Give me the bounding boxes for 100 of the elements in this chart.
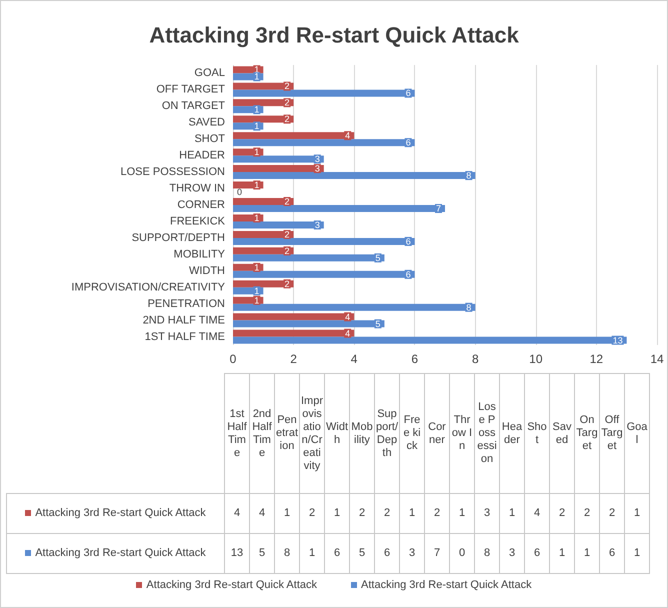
text: 3 (484, 507, 490, 519)
data-label: 4 (345, 130, 350, 141)
bar (233, 90, 415, 97)
text: 8 (284, 547, 290, 559)
text: 1 (458, 507, 466, 519)
text: Attacking 3rd Re-start Quick Attack (146, 579, 317, 591)
y-tick-label: THROW IN (169, 182, 226, 195)
data-label: 8 (466, 170, 472, 181)
x-tick-label: 2 (290, 352, 298, 366)
data-label: 1 (254, 104, 260, 115)
text: 2 (358, 507, 366, 519)
text: Mobility (350, 374, 374, 494)
bar (233, 304, 476, 311)
text: 4 (258, 507, 266, 519)
data-label: 2 (284, 246, 290, 256)
text: 5 (258, 547, 266, 559)
text: 3 (408, 547, 416, 559)
data-label: 2 (284, 114, 290, 124)
bar (233, 221, 324, 228)
text: 1 (634, 507, 640, 519)
text: Free kick (400, 374, 424, 494)
data-label: 1 (254, 180, 260, 190)
text: Shot (524, 374, 550, 494)
data-label: 2 (284, 98, 290, 108)
y-tick-label: ON TARGET (162, 100, 226, 112)
y-tick-label: MOBILITY (174, 248, 226, 260)
text: Attacking 3rd Re-start Quick Attack (361, 579, 532, 591)
bar (233, 313, 354, 320)
text: 2 (608, 507, 616, 519)
bar (233, 139, 415, 146)
text: 1 (508, 507, 516, 519)
y-tick-label: 2ND HALF TIME (142, 314, 225, 326)
y-tick-label: 1ST HALF TIME (144, 330, 225, 343)
data-label: 1 (254, 72, 260, 82)
text: 7 (434, 547, 440, 559)
y-tick-label: LOSE POSSESSION (120, 166, 226, 178)
text: Penetration (274, 374, 300, 494)
data-label: 2 (284, 278, 290, 289)
x-tick-label: 8 (472, 352, 479, 366)
text: 2 (384, 507, 390, 519)
text: 1st Half Time (224, 374, 250, 494)
text: Corner (424, 374, 450, 494)
text: 6 (334, 547, 340, 559)
chart-title: Attacking 3rd Re-start Quick Attack (149, 22, 520, 48)
text: 4 (234, 507, 240, 519)
text: Saved (550, 374, 574, 494)
bar (233, 165, 324, 172)
data-label: 2 (284, 229, 290, 240)
text: 1 (334, 507, 340, 519)
y-tick-label: PENETRATION (148, 298, 226, 310)
data-label: 6 (406, 88, 411, 98)
text: 1 (634, 547, 640, 559)
text: Support/Depth (374, 374, 400, 494)
text: 13 (230, 547, 244, 559)
x-tick-label: 0 (230, 352, 237, 366)
legend-label: Attacking 3rd Re-start Quick Attack (6, 534, 224, 574)
y-tick-label: HEADER (179, 150, 226, 162)
bar (233, 336, 627, 344)
data-label: 4 (345, 328, 350, 338)
y-tick-label: FREEKICK (170, 215, 226, 228)
y-tick-label: SUPPORT/DEPTH (132, 232, 226, 244)
text: Header (500, 374, 524, 494)
text: 8 (484, 547, 490, 559)
x-tick-label: 12 (590, 352, 604, 366)
text: 4 (534, 507, 540, 519)
x-tick-label: 4 (350, 352, 358, 366)
data-label: 1 (254, 286, 260, 296)
y-tick-label: OFF TARGET (156, 84, 226, 96)
text: 2 (584, 507, 590, 519)
data-label: 1 (254, 121, 260, 132)
y-tick-label: IMPROVISATION/CREATIVITY (71, 281, 226, 294)
text: 6 (608, 547, 616, 559)
text: 6 (384, 547, 390, 559)
data-label: 7 (436, 204, 441, 214)
text: Improvisation/Creativity (300, 374, 324, 494)
y-tick-label: CORNER (177, 199, 226, 211)
data-label: 1 (254, 262, 260, 272)
x-tick-label: 14 (650, 352, 664, 366)
text: 3 (508, 547, 516, 559)
data-label: 3 (314, 164, 320, 174)
y-tick-label: SAVED (188, 116, 226, 129)
text: Width (324, 374, 350, 494)
data-label: 4 (345, 312, 350, 322)
text: 2 (434, 507, 440, 519)
text: 1 (584, 547, 590, 559)
text: Goal (624, 374, 650, 494)
data-label: 5 (375, 318, 380, 329)
data-label: 3 (314, 220, 320, 230)
text: Off Target (600, 374, 624, 494)
bar (233, 330, 354, 337)
bar (233, 132, 354, 140)
text: 1 (284, 507, 290, 519)
text: 0 (458, 547, 466, 559)
data-label: 0 (237, 187, 242, 198)
x-tick-label: 6 (411, 352, 418, 366)
bar (233, 205, 445, 212)
y-tick-label: WIDTH (188, 264, 226, 277)
data-label: 1 (254, 147, 260, 158)
text: 2 (558, 507, 566, 519)
data-label: 1 (254, 295, 260, 306)
